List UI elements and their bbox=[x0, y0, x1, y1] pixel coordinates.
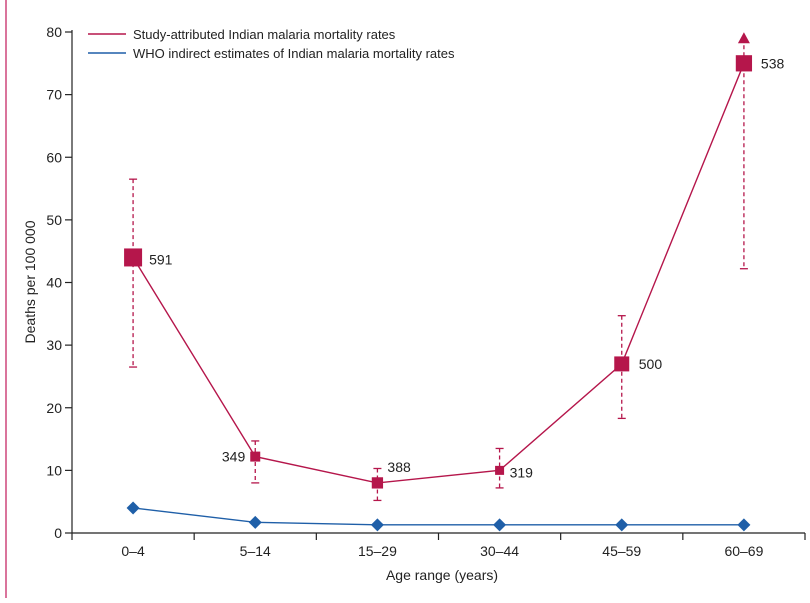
who-data-point bbox=[248, 515, 262, 529]
legend-who-label: WHO indirect estimates of Indian malaria… bbox=[133, 46, 455, 61]
study-point-label: 591 bbox=[149, 251, 173, 267]
study-data-point bbox=[124, 248, 143, 267]
y-tick-label: 10 bbox=[46, 462, 62, 478]
study-point-label: 388 bbox=[387, 459, 411, 475]
who-data-point bbox=[493, 518, 507, 532]
x-tick-label: 5–14 bbox=[240, 543, 271, 559]
x-tick-label: 60–69 bbox=[724, 543, 763, 559]
study-data-point bbox=[614, 356, 630, 372]
study-series-line bbox=[132, 63, 745, 484]
study-point-label: 319 bbox=[510, 464, 534, 480]
study-point-label: 538 bbox=[761, 55, 785, 71]
y-tick-label: 50 bbox=[46, 212, 62, 228]
y-axis-title: Deaths per 100 000 bbox=[22, 220, 38, 343]
error-bar-arrow bbox=[737, 32, 750, 44]
y-tick-label: 60 bbox=[46, 149, 62, 165]
y-tick-label: 40 bbox=[46, 275, 62, 291]
who-data-point bbox=[615, 518, 629, 532]
study-data-point bbox=[250, 451, 261, 462]
who-series-line bbox=[133, 507, 744, 526]
legend: Study-attributed Indian malaria mortalit… bbox=[88, 27, 455, 61]
study-data-point bbox=[371, 477, 384, 489]
who-data-point bbox=[126, 501, 140, 515]
y-tick-label: 80 bbox=[46, 24, 62, 40]
y-tick-label: 30 bbox=[46, 337, 62, 353]
x-tick-label: 30–44 bbox=[480, 543, 519, 559]
who-data-point bbox=[737, 518, 751, 532]
x-axis-title: Age range (years) bbox=[386, 567, 498, 583]
x-tick-label: 0–4 bbox=[121, 543, 145, 559]
y-tick-label: 0 bbox=[54, 525, 62, 541]
legend-study-label: Study-attributed Indian malaria mortalit… bbox=[133, 27, 396, 42]
y-tick-label: 20 bbox=[46, 400, 62, 416]
study-point-label: 500 bbox=[639, 356, 663, 372]
study-point-label: 349 bbox=[222, 449, 246, 465]
study-data-point bbox=[495, 465, 505, 475]
study-data-point bbox=[735, 55, 753, 72]
y-tick-label: 70 bbox=[46, 87, 62, 103]
x-tick-label: 15–29 bbox=[358, 543, 397, 559]
who-data-point bbox=[370, 518, 384, 532]
x-tick-label: 45–59 bbox=[602, 543, 641, 559]
